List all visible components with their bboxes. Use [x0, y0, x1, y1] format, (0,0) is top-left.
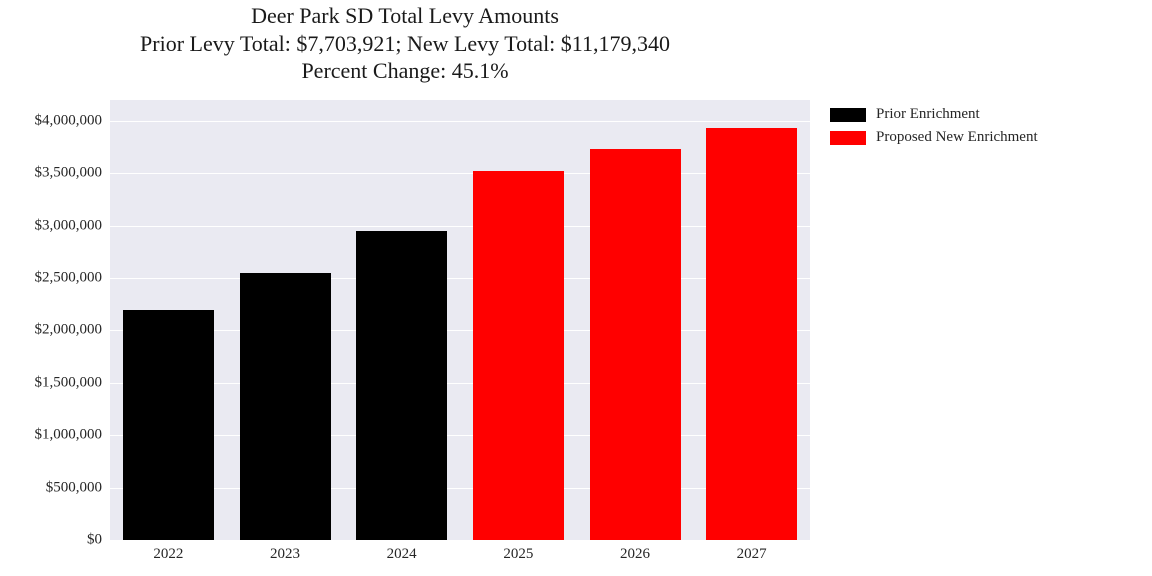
y-gridline — [110, 173, 810, 174]
x-tick-label: 2022 — [153, 540, 183, 563]
y-tick-label: $1,000,000 — [35, 427, 111, 444]
x-tick-label: 2026 — [620, 540, 650, 563]
y-tick-label: $2,500,000 — [35, 270, 111, 287]
chart-title-line-2: Prior Levy Total: $7,703,921; New Levy T… — [0, 30, 810, 58]
y-gridline — [110, 226, 810, 227]
legend-swatch — [830, 108, 866, 122]
y-gridline — [110, 435, 810, 436]
y-gridline — [110, 330, 810, 331]
x-tick-label: 2024 — [387, 540, 417, 563]
bar — [240, 273, 331, 540]
legend-item: Proposed New Enrichment — [830, 129, 1038, 146]
bar — [356, 231, 447, 540]
x-tick-label: 2023 — [270, 540, 300, 563]
chart-title-line-3: Percent Change: 45.1% — [0, 57, 810, 85]
y-gridline — [110, 121, 810, 122]
y-tick-label: $1,500,000 — [35, 374, 111, 391]
legend-label: Prior Enrichment — [876, 106, 980, 123]
y-gridline — [110, 383, 810, 384]
y-tick-label: $4,000,000 — [35, 112, 111, 129]
plot-area: $0$500,000$1,000,000$1,500,000$2,000,000… — [110, 100, 810, 540]
levy-chart: Deer Park SD Total Levy Amounts Prior Le… — [0, 0, 1152, 576]
x-tick-label: 2027 — [737, 540, 767, 563]
chart-title-line-1: Deer Park SD Total Levy Amounts — [0, 2, 810, 30]
chart-title-block: Deer Park SD Total Levy Amounts Prior Le… — [0, 2, 810, 85]
bar — [590, 149, 681, 540]
bar — [473, 171, 564, 540]
y-tick-label: $2,000,000 — [35, 322, 111, 339]
legend-swatch — [830, 131, 866, 145]
y-gridline — [110, 488, 810, 489]
y-tick-label: $3,500,000 — [35, 165, 111, 182]
legend-item: Prior Enrichment — [830, 106, 1038, 123]
legend: Prior Enrichment Proposed New Enrichment — [830, 106, 1038, 152]
y-tick-label: $3,000,000 — [35, 217, 111, 234]
bar — [706, 128, 797, 540]
bar — [123, 310, 214, 540]
y-tick-label: $500,000 — [46, 479, 110, 496]
y-gridline — [110, 540, 810, 541]
x-tick-label: 2025 — [503, 540, 533, 563]
legend-label: Proposed New Enrichment — [876, 129, 1038, 146]
y-gridline — [110, 278, 810, 279]
y-tick-label: $0 — [87, 532, 110, 549]
